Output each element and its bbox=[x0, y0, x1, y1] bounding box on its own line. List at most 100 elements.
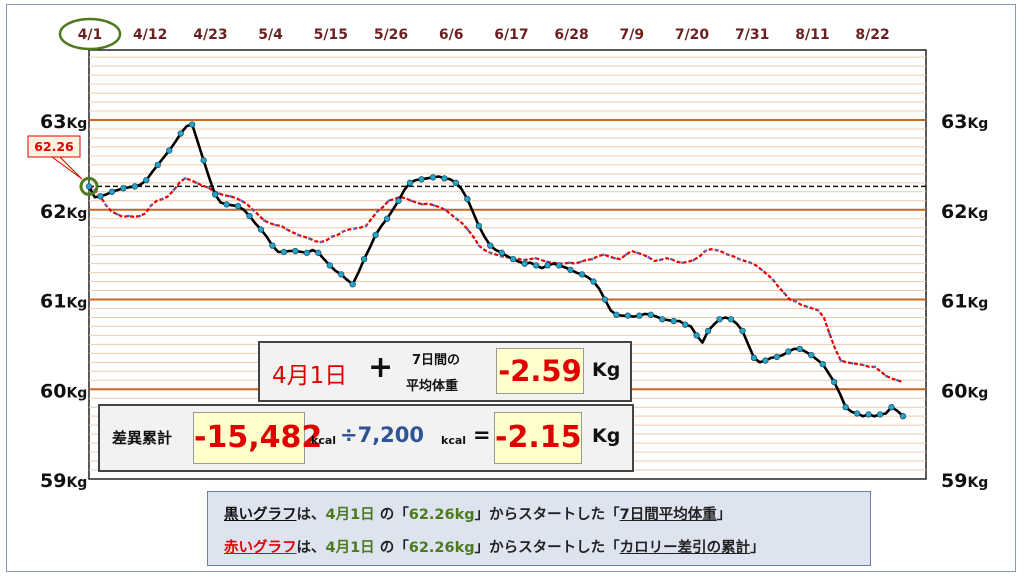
start-date-highlight bbox=[58, 17, 122, 51]
series-point-black bbox=[85, 183, 93, 190]
x-tick-label: 5/26 bbox=[374, 27, 408, 43]
series-point-red bbox=[183, 177, 187, 180]
series-point-red bbox=[229, 194, 232, 198]
series-point-red bbox=[477, 244, 481, 247]
series-point-red bbox=[172, 188, 176, 192]
series-point-red bbox=[262, 219, 266, 222]
start-point-circle bbox=[79, 176, 99, 196]
series-point-black bbox=[567, 266, 574, 274]
series-point-red bbox=[104, 203, 108, 207]
legend-text: 」からスタートした「 bbox=[474, 507, 620, 523]
series-point-red bbox=[771, 278, 775, 282]
series-point-black bbox=[636, 312, 643, 319]
legend-text: は、 bbox=[296, 540, 326, 556]
series-point-black bbox=[647, 311, 654, 318]
series-point-black bbox=[166, 147, 173, 154]
series-point-black bbox=[269, 242, 276, 249]
series-point-black bbox=[750, 354, 758, 361]
legend-black-line: 黒いグラフは、4月1日 の「62.26kg」からスタートした「7日間平均体重」 bbox=[224, 503, 731, 524]
legend-red-line: 赤いグラフは、4月1日 の「62.26kg」からスタートした「カロリー差引の累計… bbox=[224, 536, 765, 557]
series-point-red bbox=[669, 257, 673, 261]
series-point-black bbox=[177, 130, 184, 137]
series-point-red bbox=[489, 251, 492, 255]
series-point-black bbox=[716, 316, 723, 323]
series-point-red bbox=[274, 223, 277, 227]
series-point-red bbox=[364, 224, 368, 228]
series-point-red bbox=[794, 299, 797, 303]
series-point-red bbox=[206, 186, 210, 189]
series-point-black bbox=[510, 255, 517, 263]
legend-text: 」からスタートした「 bbox=[474, 540, 620, 556]
series-point-red bbox=[161, 197, 164, 201]
result-value-box: -2.15 bbox=[494, 412, 582, 464]
series-point-red bbox=[737, 257, 741, 261]
series-point-black bbox=[326, 262, 333, 269]
x-tick-label: 4/12 bbox=[133, 27, 167, 43]
series-point-red bbox=[251, 208, 255, 212]
start-date-label: 4月1日 bbox=[272, 363, 348, 389]
series-point-black bbox=[418, 176, 425, 183]
series-point-black bbox=[383, 215, 391, 222]
series-point-black bbox=[773, 353, 781, 361]
series-point-red bbox=[443, 208, 447, 212]
x-tick-label: 7/31 bbox=[735, 27, 769, 43]
divide-by-7200: ÷7,200 bbox=[340, 423, 425, 447]
series-point-black bbox=[590, 278, 597, 285]
series-point-red bbox=[353, 227, 356, 230]
series-point-black bbox=[865, 411, 872, 418]
series-point-red bbox=[296, 233, 300, 237]
series-point-black bbox=[395, 197, 402, 204]
x-tick-label: 6/6 bbox=[439, 27, 464, 43]
series-point-red bbox=[828, 332, 831, 335]
y-tick-label-right: 63Kg bbox=[941, 111, 988, 133]
series-point-black bbox=[682, 321, 689, 328]
legend-target: カロリー差引の累計 bbox=[619, 540, 751, 556]
avg-label-line2: 平均体重 bbox=[406, 379, 459, 394]
avg-unit: Kg bbox=[592, 359, 621, 381]
legend-date: 4月1日 bbox=[325, 540, 375, 556]
series-point-black bbox=[372, 231, 379, 239]
y-tick-label-left: 61Kg bbox=[40, 291, 87, 313]
series-point-red bbox=[816, 308, 820, 312]
series-point-black bbox=[727, 316, 735, 323]
legend-text: の「 bbox=[374, 507, 409, 523]
series-point-red bbox=[805, 305, 809, 308]
series-layer bbox=[85, 121, 907, 420]
series-point-black bbox=[555, 262, 563, 269]
series-point-red bbox=[387, 199, 390, 203]
series-point-black bbox=[693, 332, 700, 339]
avg-label-line1: 7日間の bbox=[412, 353, 461, 368]
series-point-red bbox=[760, 268, 763, 272]
series-point-black bbox=[819, 360, 826, 368]
equals-sign: = bbox=[473, 423, 491, 447]
kcal-unit-2: kcal bbox=[441, 434, 467, 447]
series-point-black bbox=[338, 271, 345, 278]
series-point-black bbox=[521, 260, 528, 267]
legend-text: 」 bbox=[716, 507, 732, 523]
series-point-black bbox=[441, 175, 448, 182]
result-unit: Kg bbox=[592, 425, 621, 447]
series-point-black bbox=[670, 317, 677, 325]
series-point-red bbox=[195, 181, 198, 185]
x-tick-label: 4/1 bbox=[78, 27, 103, 43]
series-point-black bbox=[808, 351, 815, 359]
series-point-black bbox=[888, 404, 895, 411]
series-point-red bbox=[421, 203, 424, 206]
legend-value: 62.26kg bbox=[408, 540, 475, 556]
cumulative-value-box: -15,482 bbox=[193, 412, 322, 464]
series-point-red bbox=[127, 214, 130, 218]
series-point-black bbox=[154, 161, 161, 169]
series-point-red bbox=[308, 237, 311, 240]
series-point-black bbox=[876, 411, 884, 418]
y-tick-label-right: 62Kg bbox=[941, 201, 988, 223]
series-point-black bbox=[704, 327, 712, 335]
series-point-black bbox=[487, 242, 494, 249]
x-tick-label: 5/4 bbox=[258, 27, 283, 43]
x-tick-label: 4/23 bbox=[193, 27, 227, 43]
series-point-red bbox=[602, 253, 605, 256]
series-point-black bbox=[785, 348, 792, 355]
series-point-red bbox=[726, 253, 730, 256]
series-point-red bbox=[636, 251, 639, 255]
x-tick-label: 8/22 bbox=[855, 27, 889, 43]
series-point-red bbox=[613, 256, 617, 260]
